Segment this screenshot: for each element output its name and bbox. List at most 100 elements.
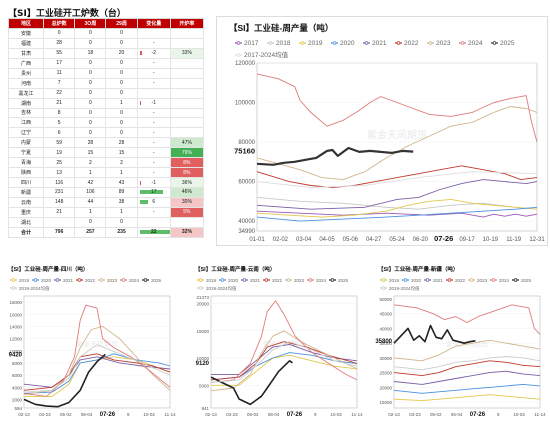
region-cell: 黑龙江 [7,87,45,99]
region-cell: 青海 [7,157,45,169]
col-header: 地区 [7,18,45,29]
xinjiang-chart-panel: 【SI】工业硅-周产量-新疆（吨） 2019 2020 2021 2022 2023 202… [372,262,548,424]
legend-marker [332,41,337,45]
value-cell: 0 [105,127,138,139]
value-cell: 231 [43,187,76,198]
series-line-2020 [23,353,171,394]
series-line-2017 [256,210,538,218]
value-cell: 0 [74,117,107,129]
table-row: 四川 116 42 43 -1 36% [7,177,205,188]
change-cell: - [136,127,171,139]
legend-marker [236,53,241,57]
value-cell: 1 [105,97,138,109]
change-cell: -2 [136,47,171,59]
region-cell: 辽宁 [7,127,45,139]
x-tick-label: 10-19 [483,237,499,243]
series-line-2024 [210,300,358,384]
rate-cell [169,127,205,139]
change-bar [139,230,170,235]
value-cell: 0 [74,77,107,89]
value-cell: 0 [105,117,138,129]
value-cell: 28 [105,137,138,149]
region-cell: 新疆 [7,187,45,198]
rate-cell: 5% [169,206,205,218]
change-bar [139,101,142,106]
watermark: 紫金天风期货 [367,129,427,142]
legend-label: 2019 [308,40,323,47]
table-row: 合计 796 257 235 22 32% [7,226,205,238]
legend-label: 2018 [276,40,291,47]
legend-label: 2023 [436,40,451,47]
legend-marker [403,278,408,282]
x-tick-label: 11-19 [506,237,522,243]
value-cell: 18 [74,47,107,59]
col-header: 开炉率 [169,18,205,29]
legend-label: 2019-2024均值 [19,285,50,292]
rate-cell: 33% [169,47,205,59]
series-line-2023 [210,330,358,392]
y-tick-label: 60000 [238,180,255,186]
series-line-2021 [393,370,541,385]
region-cell: 江西 [7,117,45,129]
rate-cell: 47% [169,137,205,149]
legend-label: 2019 [19,278,30,283]
x-tick-highlight: 07-26 [470,412,486,418]
value-cell: 0 [74,57,107,69]
region-cell: 安徽 [7,28,45,39]
table-row: 河南 7 0 0- [7,77,205,89]
rate-cell [169,37,205,49]
change-cell: 6 [136,196,171,208]
chart-title: 【SI】工业硅-周产量-四川（吨） [8,265,88,273]
x-tick-label: 05-06 [343,237,359,243]
x-tick-label: 10-02 [143,412,155,417]
x-tick-label: 02-02 [273,237,289,243]
region-cell: 宁夏 [7,147,45,159]
watermark: 紫金天风期货 [263,339,305,348]
series-line-2024 [393,304,541,335]
series-line-2025 [393,324,476,344]
legend-marker [513,278,518,282]
region-cell: 陕西 [7,167,45,179]
y-tick-label: 6000 [12,373,23,378]
legend-label: 2022 [85,278,96,283]
region-cell: 河南 [7,77,45,89]
legend-marker [11,278,16,282]
legend-label: 2019-2024均值 [389,285,420,292]
x-tick-highlight: 07-26 [100,412,116,418]
legend-marker [121,278,126,282]
value-cell: 8 [43,107,76,119]
legend-marker [396,41,401,45]
value-cell: 6 [43,127,76,139]
plot-area [23,295,171,409]
change-bar [139,51,143,56]
series-line-2019-2024均值 [210,341,358,384]
rate-cell [169,117,205,129]
table-row: 内蒙 59 28 28-47% [7,137,205,149]
series-line-2019 [211,354,358,386]
y-tick-label: 20000 [196,301,209,306]
legend-label: 2021 [250,278,261,283]
latest-value-label: 9420 [9,352,23,358]
value-cell: 235 [105,226,138,238]
col-header: 总炉数 [43,18,76,29]
change-cell: - [136,77,171,89]
value-cell: 106 [74,187,107,198]
plot-area [210,295,358,409]
series-line-2021 [256,179,538,210]
value-cell: 20 [105,47,138,59]
series-line-2025 [210,360,293,406]
legend-marker [220,278,225,282]
x-tick-label: 12-31 [529,237,545,243]
value-cell: 17 [43,57,76,69]
y-tick-label: 10000 [196,356,209,361]
value-cell: 0 [105,67,138,79]
value-cell: 0 [105,37,138,49]
x-tick-label: 09-17 [459,237,475,243]
legend-label: 2020 [340,40,355,47]
legend-label: 2025 [151,278,162,283]
region-cell: 吉林 [7,107,45,119]
y-extra-label: 841 [201,406,209,411]
value-cell: 15 [105,147,138,159]
series-line-2022 [23,353,171,391]
x-tick-label: 02-13 [18,412,30,417]
